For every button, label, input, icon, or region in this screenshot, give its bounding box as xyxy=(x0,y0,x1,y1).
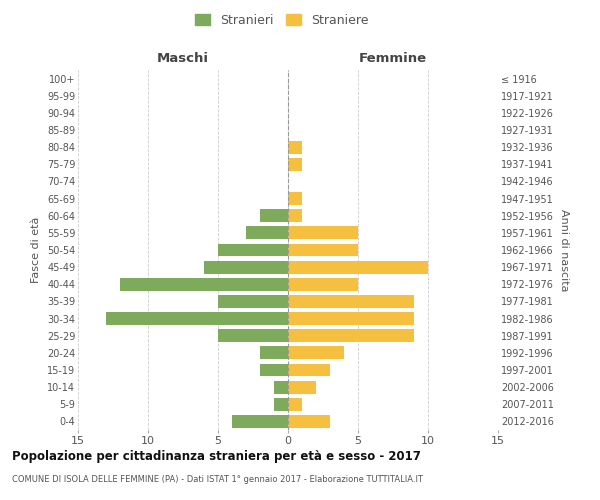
Bar xyxy=(288,380,316,394)
Bar xyxy=(288,364,330,376)
Bar xyxy=(288,158,302,170)
Bar xyxy=(288,210,302,222)
Bar xyxy=(288,244,358,256)
Text: COMUNE DI ISOLA DELLE FEMMINE (PA) - Dati ISTAT 1° gennaio 2017 - Elaborazione T: COMUNE DI ISOLA DELLE FEMMINE (PA) - Dat… xyxy=(12,475,423,484)
Bar xyxy=(288,278,358,290)
Bar xyxy=(288,192,302,205)
Bar xyxy=(218,244,288,256)
Bar xyxy=(232,415,288,428)
Bar xyxy=(260,346,288,360)
Bar xyxy=(288,398,302,410)
Text: Maschi: Maschi xyxy=(157,52,209,65)
Bar xyxy=(288,140,302,153)
Bar xyxy=(288,295,414,308)
Bar xyxy=(260,364,288,376)
Legend: Stranieri, Straniere: Stranieri, Straniere xyxy=(190,8,374,32)
Bar xyxy=(288,312,414,325)
Bar xyxy=(246,226,288,239)
Bar xyxy=(288,415,330,428)
Bar xyxy=(120,278,288,290)
Bar xyxy=(204,260,288,274)
Bar xyxy=(218,295,288,308)
Bar xyxy=(274,380,288,394)
Bar xyxy=(260,210,288,222)
Text: Femmine: Femmine xyxy=(359,52,427,65)
Bar xyxy=(288,226,358,239)
Bar xyxy=(288,260,428,274)
Bar xyxy=(218,330,288,342)
Y-axis label: Fasce di età: Fasce di età xyxy=(31,217,41,283)
Text: Popolazione per cittadinanza straniera per età e sesso - 2017: Popolazione per cittadinanza straniera p… xyxy=(12,450,421,463)
Y-axis label: Anni di nascita: Anni di nascita xyxy=(559,209,569,291)
Bar xyxy=(288,330,414,342)
Bar xyxy=(288,346,344,360)
Bar xyxy=(106,312,288,325)
Bar xyxy=(274,398,288,410)
